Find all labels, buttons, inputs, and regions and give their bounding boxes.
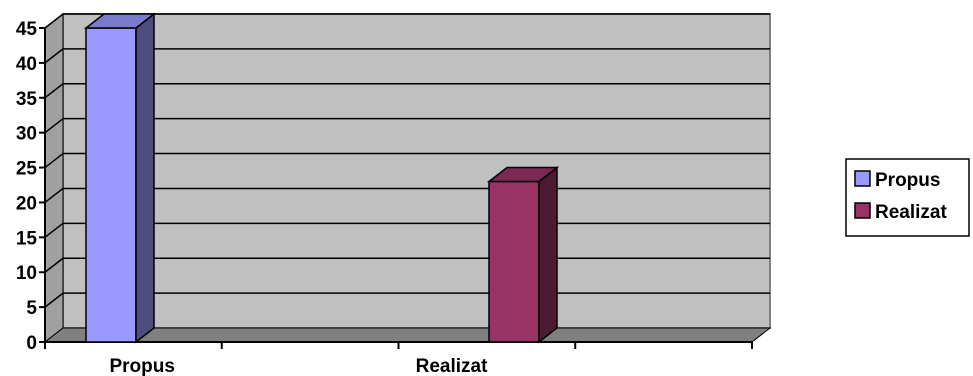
gridline-side bbox=[44, 13, 64, 29]
y-tick-label: 0 bbox=[26, 333, 37, 354]
legend: Propus Realizat bbox=[845, 158, 970, 237]
y-tick-label: 45 bbox=[16, 19, 38, 40]
bar bbox=[83, 12, 157, 344]
gridline-side bbox=[44, 118, 64, 134]
bar-front bbox=[85, 27, 137, 343]
bar-top bbox=[486, 166, 560, 183]
bar bbox=[486, 165, 560, 344]
gridline-side bbox=[44, 292, 64, 308]
side-wall bbox=[44, 12, 64, 344]
x-tick-label: Propus bbox=[109, 356, 174, 376]
bar-side bbox=[135, 12, 155, 344]
legend-label: Propus bbox=[875, 170, 940, 191]
gridline-side bbox=[44, 187, 64, 204]
y-tick-label: 35 bbox=[16, 89, 38, 110]
y-tick-label: 5 bbox=[26, 298, 37, 319]
y-tick-label: 10 bbox=[16, 263, 37, 284]
legend-swatch bbox=[854, 202, 871, 219]
gridline-side bbox=[44, 257, 64, 273]
y-tick-label: 20 bbox=[16, 193, 37, 214]
legend-swatch bbox=[854, 170, 871, 187]
y-tick-label: 25 bbox=[16, 159, 38, 180]
bar-top bbox=[83, 13, 157, 29]
y-tick-label: 15 bbox=[16, 228, 38, 249]
gridline-side bbox=[44, 48, 64, 64]
plot-area: 0 5 10 15 20 25 30 35 40 45 Propus Realizat bbox=[16, 12, 772, 376]
gridline-side bbox=[44, 152, 64, 169]
back-wall bbox=[62, 13, 771, 329]
gridline-side bbox=[44, 83, 64, 99]
legend-label: Realizat bbox=[875, 202, 947, 223]
gridline-side bbox=[44, 222, 64, 238]
y-tick-label: 30 bbox=[16, 124, 37, 145]
floor bbox=[43, 327, 772, 343]
bar-front bbox=[488, 180, 540, 343]
bar-side bbox=[538, 165, 558, 344]
x-tick-label: Realizat bbox=[416, 356, 488, 376]
y-tick-label: 40 bbox=[16, 54, 37, 75]
